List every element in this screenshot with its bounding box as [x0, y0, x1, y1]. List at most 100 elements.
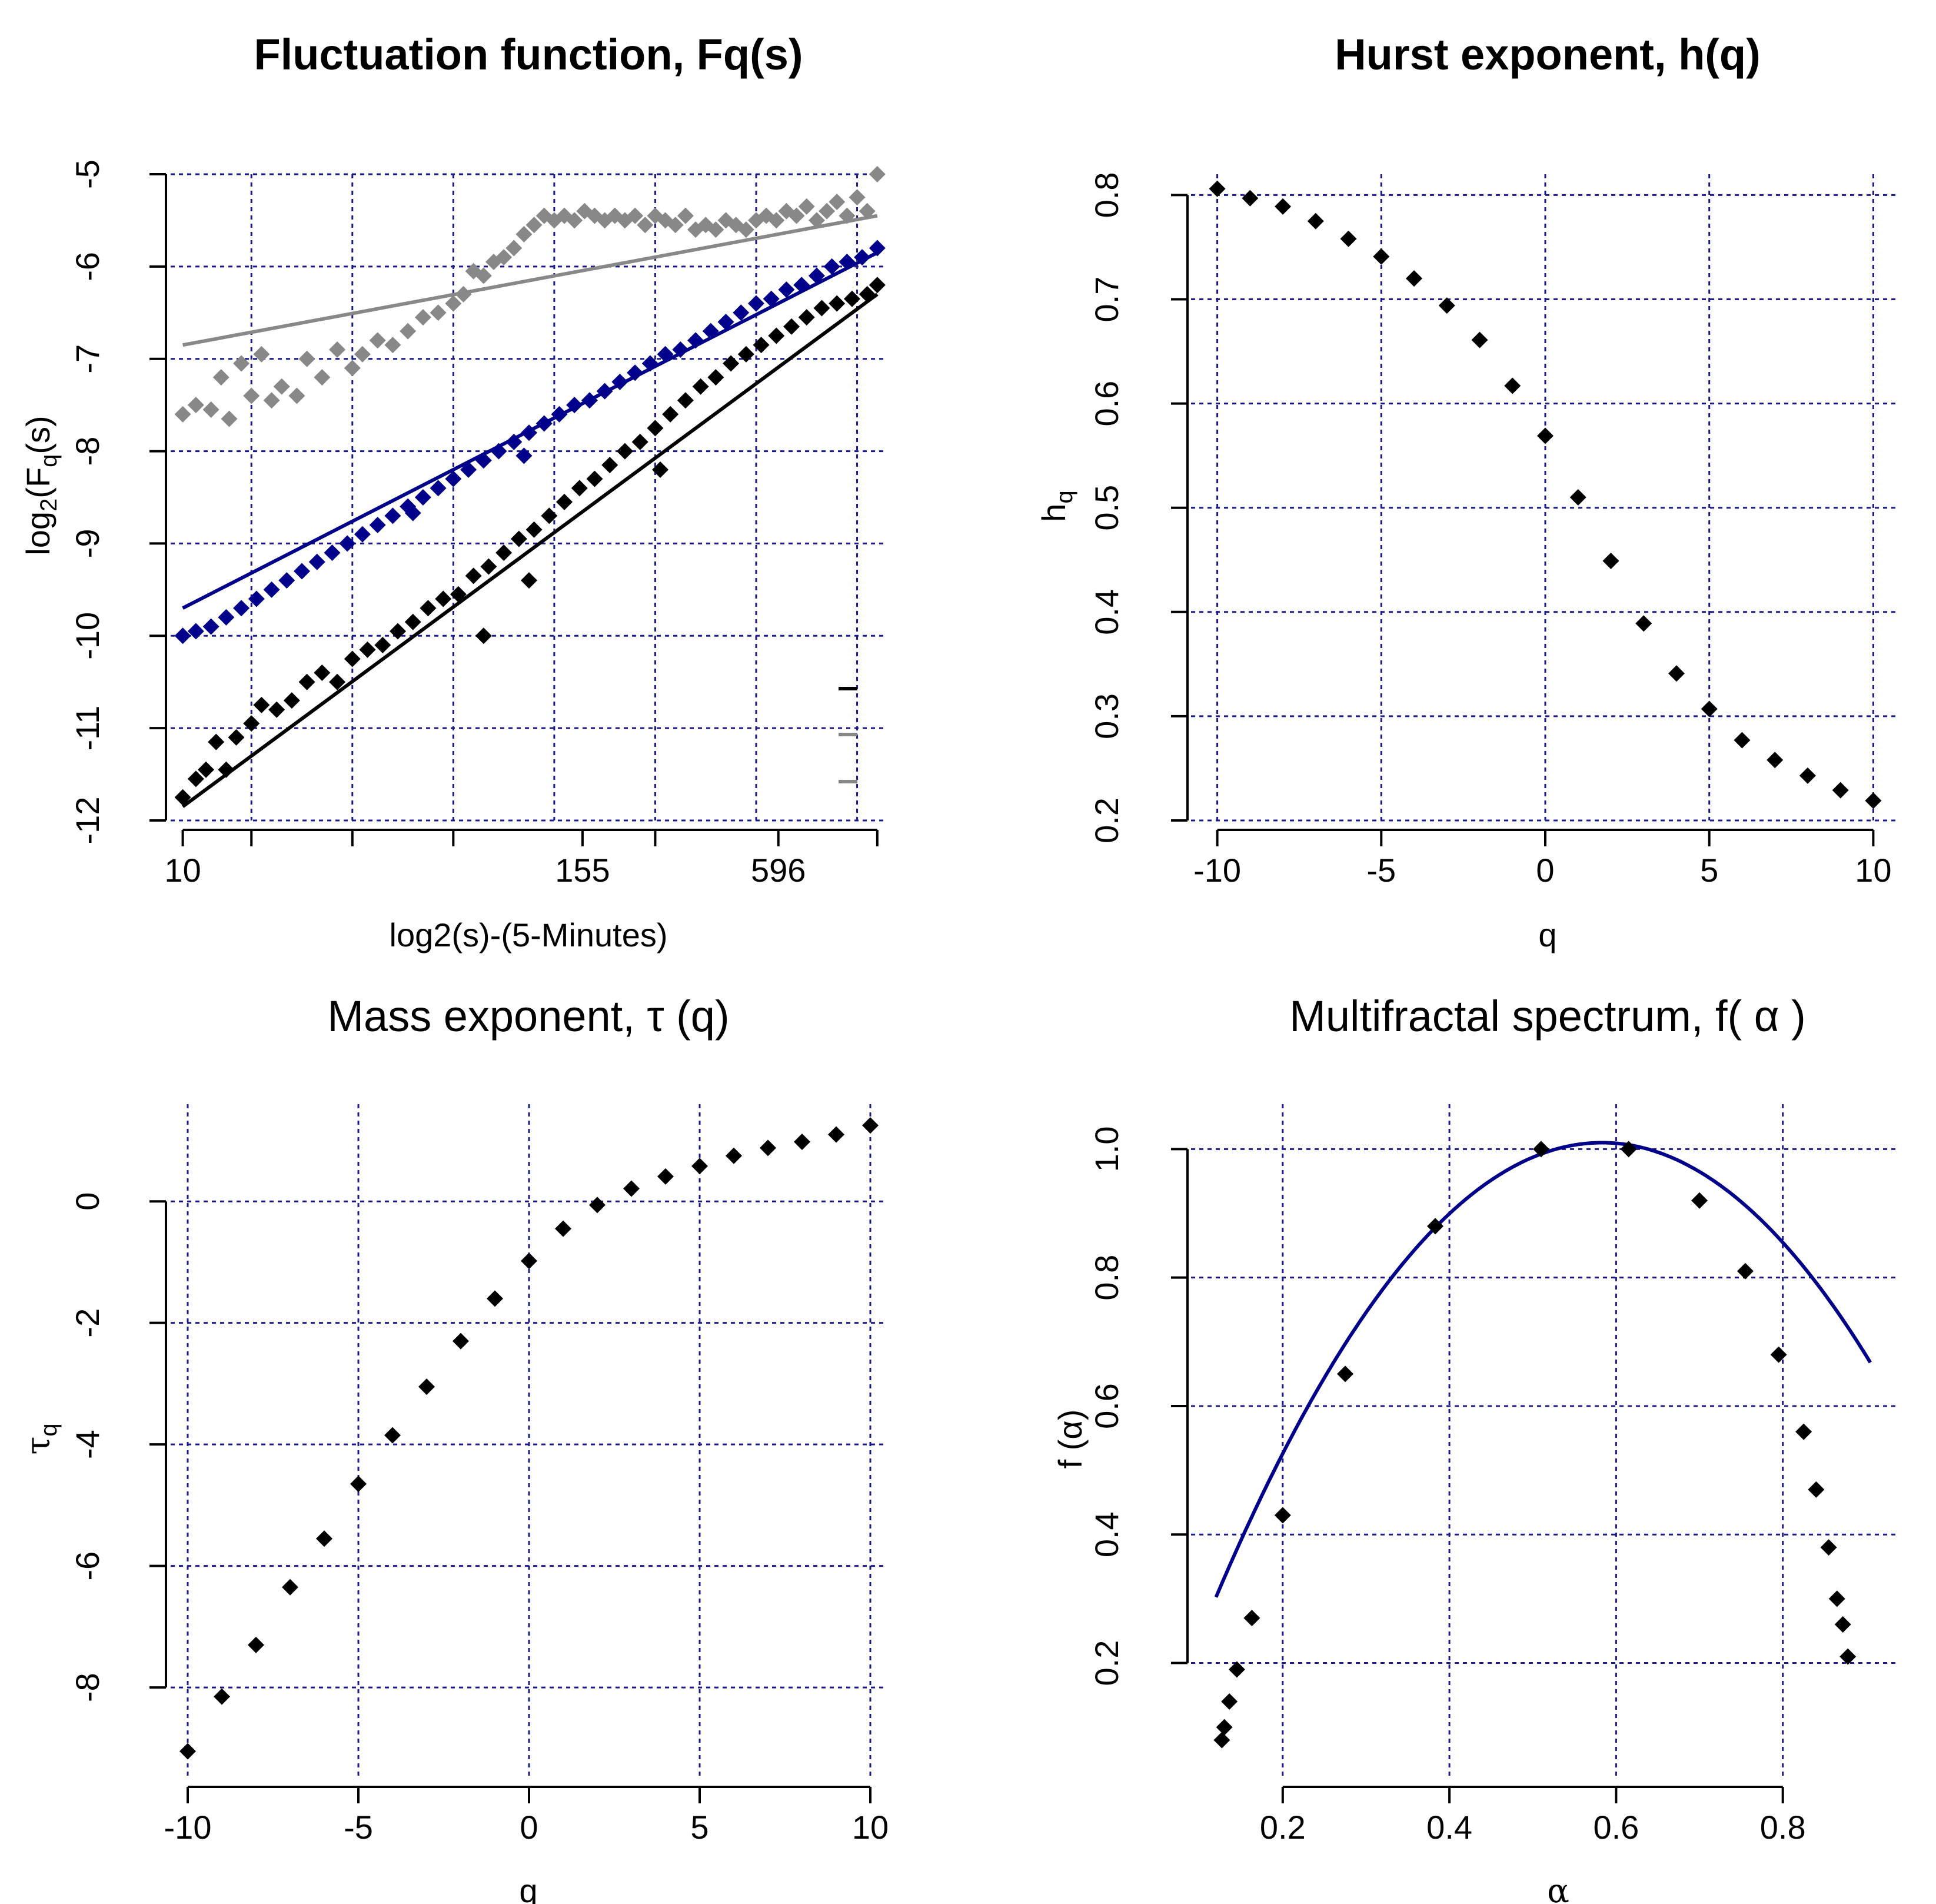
hq-x-tick-label-0: -10	[1193, 852, 1241, 889]
hq-y-tick-label-1: 0.3	[1088, 693, 1125, 739]
fq-series2-point-6	[243, 715, 260, 732]
fq-series2-point-23	[495, 544, 513, 561]
fq-title: Fluctuation function, Fq(s)	[254, 30, 803, 79]
falpha-point-14	[1808, 1481, 1825, 1498]
hq-x-tick-label-4: 10	[1855, 852, 1891, 889]
tau-xlabel: q	[519, 1872, 537, 1904]
falpha-x-tick-label-1: 0.4	[1426, 1809, 1472, 1846]
hq-y-tick-label-6: 0.8	[1088, 172, 1125, 218]
fq-series2-point-48	[869, 277, 886, 294]
fq-series0-point-60	[839, 207, 856, 224]
tau-x-tick-label-0: -10	[164, 1809, 212, 1846]
fq-series2-point-26	[541, 507, 558, 524]
fq-series0-point-55	[788, 207, 805, 224]
fq-series2-point-2	[198, 761, 215, 778]
fq-series2-point-12	[329, 673, 346, 690]
fq-y-tick-label-6: -6	[69, 252, 106, 281]
fq-series0-point-2	[202, 401, 219, 418]
fq-series0-point-58	[819, 202, 836, 220]
tau-point-6	[384, 1427, 401, 1444]
fq-series2-point-50	[521, 572, 537, 589]
falpha-x-tick-label-3: 0.8	[1760, 1809, 1806, 1846]
tau-y-tick-label-3: -2	[69, 1308, 106, 1338]
fq-series2-point-35	[677, 392, 694, 409]
fq-series1-point-41	[793, 277, 810, 294]
fq-y-tick-label-3: -9	[69, 529, 106, 559]
fq-series0-point-50	[737, 221, 754, 238]
fq-series1-point-12	[354, 526, 371, 543]
falpha-point-18	[1839, 1648, 1857, 1665]
fq-series2-point-29	[586, 470, 603, 487]
hq-point-0	[1209, 180, 1226, 197]
fq-series1-point-21	[490, 443, 507, 460]
hq-point-11	[1569, 489, 1586, 506]
tau-x-tick-label-1: -5	[344, 1809, 373, 1846]
fq-series2-point-0	[174, 789, 191, 806]
fq-series0-point-11	[298, 350, 315, 367]
falpha-y-tick-label-3: 0.8	[1088, 1255, 1125, 1301]
fq-series1-point-32	[657, 345, 674, 363]
hq-point-14	[1668, 665, 1685, 682]
hq-y-tick-label-4: 0.6	[1088, 381, 1125, 427]
fq-series1-point-17	[430, 480, 447, 497]
fq-series1-point-4	[233, 600, 250, 617]
fq-series0-point-57	[808, 212, 825, 229]
fq-x-tick-label-4: 155	[555, 852, 610, 889]
fq-series2-point-41	[768, 327, 785, 344]
fq-series2-point-37	[707, 369, 724, 386]
hq-y-tick-label-5: 0.7	[1088, 277, 1125, 323]
fq-series0-point-27	[505, 240, 523, 257]
hq-point-16	[1734, 732, 1751, 749]
tau-point-20	[862, 1117, 879, 1134]
fq-series2-point-7	[253, 696, 270, 713]
falpha-xlabel: α	[1547, 1872, 1569, 1904]
tau-point-16	[726, 1147, 742, 1164]
fq-series1-point-48	[515, 447, 533, 464]
falpha-point-7	[1427, 1218, 1444, 1235]
fq-series2-point-34	[662, 406, 679, 423]
fq-series0-point-29	[525, 217, 543, 234]
fq-series2-point-42	[783, 318, 800, 335]
hq-y-tick-label-3: 0.5	[1088, 485, 1125, 531]
fq-series2-point-38	[723, 355, 740, 372]
fq-series1-point-13	[369, 517, 386, 534]
hq-x-tick-label-3: 5	[1700, 852, 1718, 889]
tau-point-13	[623, 1180, 640, 1197]
hq-x-tick-label-1: -5	[1366, 852, 1396, 889]
tau-ylabel: τq	[19, 1423, 62, 1454]
fq-series1-point-0	[174, 627, 191, 644]
fq-series2-point-3	[208, 733, 225, 750]
multifractal-spectrum-plot: 0.2 0.4 0.6 0.8 1.0 0.2 0.4 0.6 0.8	[1088, 1104, 1900, 1846]
fq-series1-point-34	[687, 332, 704, 349]
hq-y-tick-label-2: 0.4	[1088, 589, 1125, 635]
fq-series1-point-43	[823, 258, 840, 275]
fq-series1-point-31	[641, 355, 658, 372]
fq-series2-point-19	[435, 590, 452, 607]
fq-y-tick-label-1: -11	[69, 706, 106, 751]
fq-series0-point-9	[273, 378, 290, 395]
tau-x-tick-label-3: 5	[690, 1809, 708, 1846]
tau-point-5	[350, 1476, 367, 1493]
fq-series1-point-30	[627, 364, 644, 381]
fq-series0-point-33	[566, 212, 583, 229]
fq-series2-point-5	[228, 729, 245, 746]
fq-y-tick-label-4: -8	[69, 437, 106, 466]
fq-fit-line-0	[182, 214, 878, 347]
falpha-point-16	[1828, 1590, 1845, 1607]
fq-series0-point-7	[253, 345, 270, 363]
falpha-point-17	[1834, 1616, 1851, 1633]
fq-series0-point-24	[475, 267, 492, 284]
hq-point-12	[1602, 553, 1619, 570]
fq-fit-line-2	[181, 293, 879, 808]
fq-series2-point-16	[389, 623, 406, 640]
fq-series1-point-29	[611, 373, 628, 390]
fq-series2-point-11	[314, 664, 331, 682]
fq-series2-point-22	[480, 558, 497, 575]
fq-series2-point-30	[601, 457, 618, 474]
fq-series1-point-10	[324, 544, 341, 561]
fq-series1-point-22	[505, 433, 523, 450]
fq-series1-point-26	[566, 397, 583, 414]
fq-series0-point-47	[707, 221, 724, 238]
falpha-point-1	[1216, 1719, 1233, 1736]
